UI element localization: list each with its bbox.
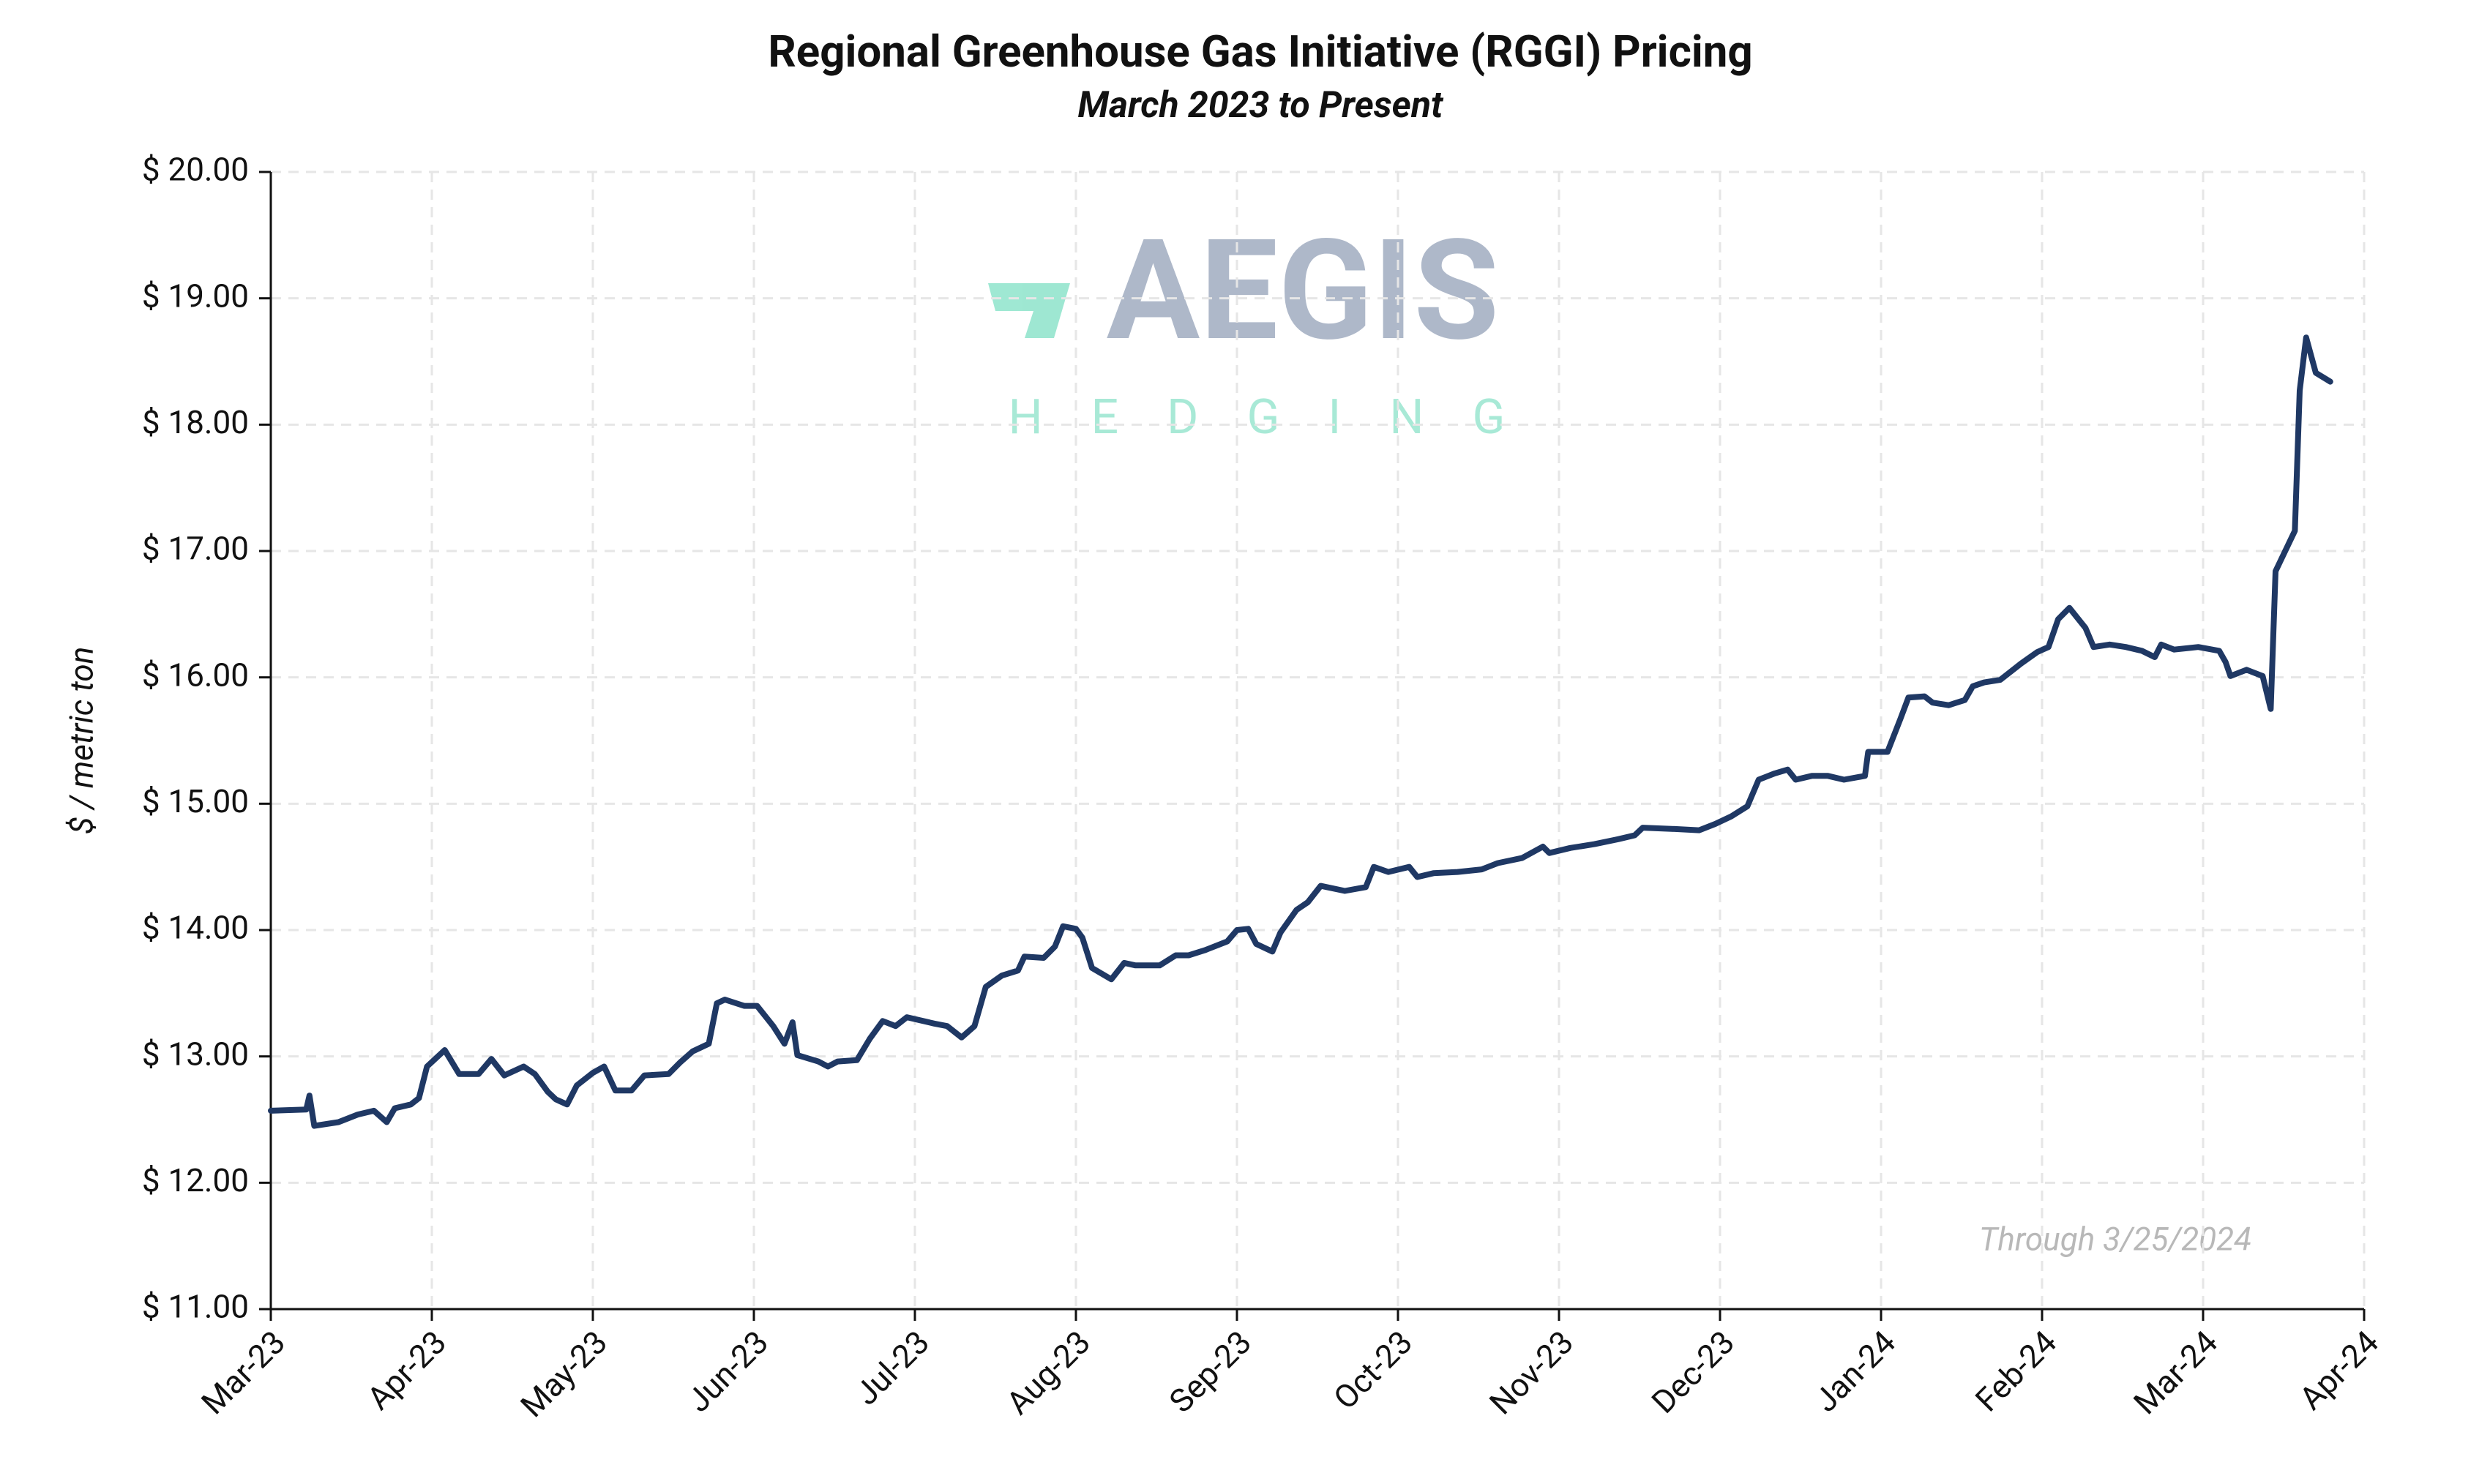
- chart-title: Regional Greenhouse Gas Initiative (RGGI…: [768, 26, 1752, 78]
- y-tick-label: $ 17.00: [142, 530, 249, 568]
- y-tick-label: $ 11.00: [142, 1288, 249, 1326]
- y-tick-label: $ 20.00: [142, 151, 249, 189]
- watermark-subtitle: HEDGING: [1009, 389, 1554, 446]
- y-tick-label: $ 15.00: [142, 782, 249, 820]
- chart-subtitle: March 2023 to Present: [1078, 84, 1445, 127]
- y-tick-label: $ 16.00: [142, 656, 249, 694]
- y-tick-label: $ 18.00: [142, 403, 249, 441]
- watermark: AEGIS HEDGING: [988, 210, 1554, 446]
- y-tick-label: $ 12.00: [142, 1161, 249, 1199]
- y-tick-label: $ 19.00: [142, 277, 249, 315]
- y-tick-label: $ 14.00: [142, 909, 249, 947]
- line-series: [268, 334, 2333, 1129]
- y-axis-label: $ / metric ton: [63, 647, 101, 835]
- annotation: Through 3/25/2024: [1979, 1221, 2251, 1259]
- watermark-title: AEGIS: [1107, 210, 1500, 372]
- watermark-icon: [988, 283, 1070, 338]
- y-tick-label: $ 13.00: [142, 1035, 249, 1073]
